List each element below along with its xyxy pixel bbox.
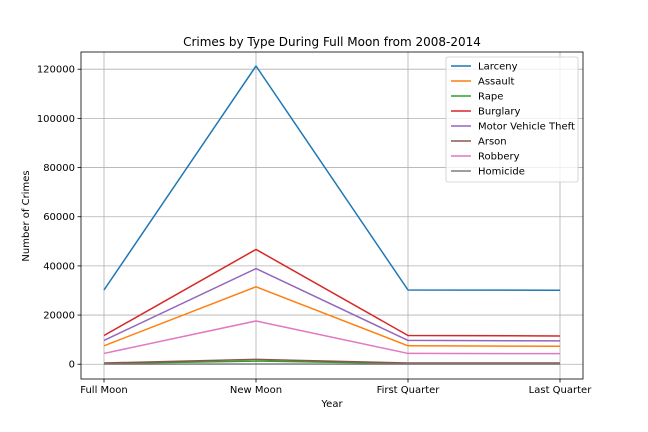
chart-title: Crimes by Type During Full Moon from 200… [183, 35, 481, 49]
x-axis-label: Year [320, 399, 343, 410]
series-line-larceny [103, 65, 561, 291]
y-tick-label: 0 [69, 360, 75, 371]
legend-label-larceny: Larceny [478, 62, 518, 73]
legend-label-motor-vehicle-theft: Motor Vehicle Theft [478, 122, 575, 133]
series-line-robbery [103, 320, 561, 355]
series-group [103, 65, 561, 365]
y-axis: 0 20000 40000 60000 80000 100000 120000 [37, 65, 81, 371]
series-line-burglary [103, 248, 561, 337]
x-tick-label: First Quarter [377, 385, 441, 396]
legend-label-homicide: Homicide [478, 167, 525, 178]
y-tick-label: 100000 [37, 114, 75, 125]
y-tick-label: 80000 [43, 163, 75, 174]
legend-label-assault: Assault [478, 77, 515, 88]
series-line-arson [103, 358, 560, 364]
series-line-assault [103, 286, 561, 348]
x-tick-label: Full Moon [80, 385, 127, 396]
y-axis-label: Number of Crimes [21, 170, 32, 261]
legend-label-robbery: Robbery [478, 152, 520, 163]
y-tick-label: 20000 [43, 311, 75, 322]
x-tick-label: New Moon [230, 385, 282, 396]
legend-label-burglary: Burglary [478, 107, 520, 118]
y-tick-label: 120000 [37, 65, 75, 76]
plot-frame [80, 51, 584, 380]
y-tick-label: 40000 [43, 261, 75, 272]
x-axis: Full Moon New Moon First Quarter Last Quart… [80, 379, 592, 396]
legend-box [445, 56, 579, 183]
legend-label-arson: Arson [478, 137, 507, 148]
series-line-motor-vehicle-theft [103, 267, 561, 342]
y-tick-label: 60000 [43, 212, 75, 223]
legend-label-rape: Rape [478, 92, 503, 103]
x-tick-label: Last Quarter [529, 385, 593, 396]
legend: Larceny Assault Rape Burglary Motor Vehicle … [445, 56, 579, 183]
